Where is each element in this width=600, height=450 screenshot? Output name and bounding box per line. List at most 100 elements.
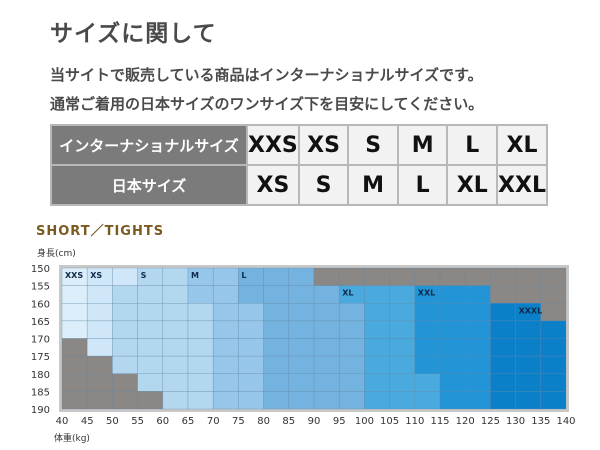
- heatmap-cell: [364, 338, 390, 357]
- heatmap-cell: [313, 320, 340, 339]
- size-cell: S: [349, 126, 397, 164]
- heatmap-cell: [313, 373, 340, 392]
- heatmap-cell: [263, 285, 290, 304]
- heatmap-cell: [263, 303, 290, 322]
- heatmap-cell: [464, 391, 491, 410]
- size-cell: M: [349, 166, 397, 204]
- x-tick-label: 135: [531, 416, 550, 427]
- x-tick-label: 50: [106, 416, 119, 427]
- heatmap-cell: [439, 285, 466, 304]
- heatmap-cell: [338, 338, 365, 357]
- heatmap-cell: [515, 267, 542, 286]
- heatmap-cell: [112, 285, 138, 304]
- heatmap-cell: [515, 285, 542, 304]
- heatmap-cell: [263, 391, 290, 410]
- heatmap-cell: [490, 285, 516, 304]
- heatmap-cell: [61, 391, 88, 410]
- heatmap-cell: [86, 373, 113, 392]
- heatmap-cell: [414, 267, 441, 286]
- heatmap-cell: [238, 355, 264, 374]
- x-tick-label: 95: [333, 416, 346, 427]
- x-tick-label: 75: [232, 416, 245, 427]
- heatmap-cell: [338, 373, 365, 392]
- x-tick-label: 70: [207, 416, 220, 427]
- x-axis-label: 体重(kg): [54, 434, 90, 444]
- heatmap-cell: [112, 373, 138, 392]
- heatmap-cell: [212, 267, 239, 286]
- heatmap-cell: [464, 303, 491, 322]
- heatmap-cell: [439, 320, 466, 339]
- y-axis-label: 身長(cm): [37, 249, 76, 259]
- region-label: XS: [90, 271, 102, 280]
- size-cell: XS: [248, 166, 298, 204]
- heatmap-cell: [364, 267, 390, 286]
- heatmap-cell: [61, 373, 88, 392]
- size-cell: L: [398, 166, 447, 204]
- row-header-international: インターナショナルサイズ: [52, 126, 246, 164]
- heatmap-cell: [112, 391, 138, 410]
- region-label: XL: [342, 289, 353, 298]
- heatmap-cell: [61, 285, 88, 304]
- heatmap-cell: [414, 303, 441, 322]
- heatmap-cell: [263, 373, 290, 392]
- heatmap-cell: [137, 303, 164, 322]
- heatmap-cell: [288, 391, 315, 410]
- heatmap-cell: [439, 267, 466, 286]
- heatmap-cell: [439, 391, 466, 410]
- heatmap-cell: [288, 355, 315, 374]
- heatmap-cell: [86, 285, 113, 304]
- heatmap-cell: [515, 391, 542, 410]
- heatmap-cell: [137, 391, 164, 410]
- y-tick-label: 160: [31, 299, 50, 310]
- y-tick-label: 190: [31, 405, 50, 416]
- heatmap-cell: [490, 267, 516, 286]
- region-label: S: [141, 271, 147, 280]
- heatmap-cell: [540, 303, 567, 322]
- heatmap-cell: [490, 373, 516, 392]
- heatmap-cell: [515, 355, 542, 374]
- heatmap-cell: [162, 338, 189, 357]
- heatmap-cell: [212, 391, 239, 410]
- heatmap-cell: [238, 338, 264, 357]
- x-tick-label: 105: [380, 416, 399, 427]
- heatmap-cell: [540, 338, 567, 357]
- heatmap-cell: [389, 391, 416, 410]
- x-tick-label: 45: [81, 416, 94, 427]
- heatmap-cell: [263, 267, 290, 286]
- heatmap-cell: [288, 373, 315, 392]
- heatmap-cell: [515, 320, 542, 339]
- x-tick-label: 85: [282, 416, 295, 427]
- heatmap-cell: [439, 355, 466, 374]
- heatmap-cell: [212, 355, 239, 374]
- heatmap-cell: [61, 303, 88, 322]
- heatmap-cell: [389, 355, 416, 374]
- heatmap-cell: [263, 338, 290, 357]
- region-label: L: [241, 271, 246, 280]
- y-tick-label: 175: [31, 352, 50, 363]
- size-cell: S: [299, 166, 348, 204]
- heatmap-cell: [162, 285, 189, 304]
- heatmap-cell: [212, 338, 239, 357]
- size-cell: M: [398, 126, 447, 164]
- heatmap-cell: [364, 391, 390, 410]
- heatmap-cell: [389, 320, 416, 339]
- heatmap-cell: [288, 320, 315, 339]
- region-label: M: [191, 271, 199, 280]
- heatmap-cell: [313, 391, 340, 410]
- heatmap-cell: [414, 320, 441, 339]
- heatmap-cell: [187, 285, 214, 304]
- heatmap-cell: [490, 338, 516, 357]
- heatmap-cell: [364, 320, 390, 339]
- heatmap-cell: [439, 373, 466, 392]
- heatmap-cell: [540, 373, 567, 392]
- heatmap-cell: [389, 373, 416, 392]
- heatmap-cell: [238, 320, 264, 339]
- x-tick-label: 120: [456, 416, 475, 427]
- heatmap-cell: [162, 320, 189, 339]
- heatmap-cell: [439, 303, 466, 322]
- x-tick-label: 125: [481, 416, 500, 427]
- heatmap-cell: [540, 355, 567, 374]
- heatmap-cell: [212, 303, 239, 322]
- heatmap-cell: [187, 391, 214, 410]
- heatmap-cell: [464, 285, 491, 304]
